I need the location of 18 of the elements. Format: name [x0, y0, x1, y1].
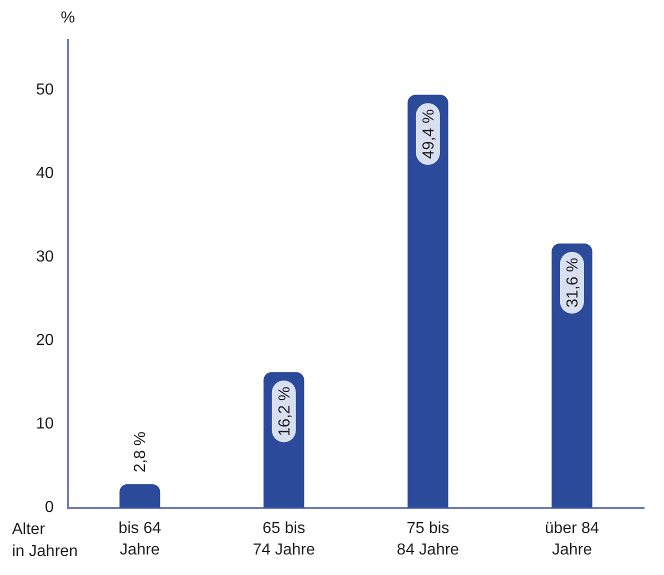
y-axis-title: %	[60, 9, 75, 26]
data-label: 2,8 %	[132, 431, 150, 472]
data-label: 16,2 %	[276, 386, 294, 436]
bar	[119, 484, 160, 508]
y-tick-label: 40	[36, 165, 54, 182]
data-label: 31,6 %	[564, 258, 582, 308]
bar	[408, 94, 448, 508]
x-tick-label: 65 bis 74 Jahre	[252, 520, 316, 559]
y-tick-label: 0	[44, 499, 54, 516]
y-tick-label: 10	[36, 416, 54, 433]
x-tick-label: bis 64 Jahre	[118, 520, 162, 559]
x-axis-title: Alter in Jahren	[12, 521, 78, 560]
x-tick-label: über 84 Jahre	[544, 520, 600, 559]
y-tick-label: 30	[36, 248, 54, 266]
y-tick-label: 20	[36, 332, 54, 350]
x-tick-label: 75 bis 84 Jahre	[396, 520, 460, 559]
data-label: 49,4 %	[420, 109, 438, 159]
y-tick-label: 50	[36, 82, 54, 99]
